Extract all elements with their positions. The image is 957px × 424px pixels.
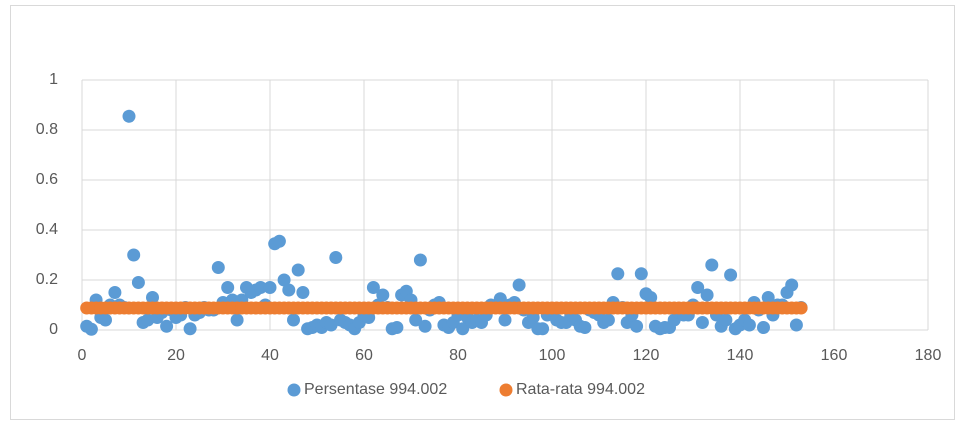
point bbox=[695, 316, 709, 329]
point bbox=[724, 268, 738, 282]
point bbox=[211, 261, 225, 274]
point bbox=[644, 291, 658, 304]
point bbox=[719, 313, 733, 327]
point bbox=[376, 288, 390, 302]
point bbox=[418, 319, 432, 333]
point bbox=[254, 281, 268, 294]
point bbox=[757, 321, 770, 334]
point bbox=[296, 286, 310, 299]
point bbox=[390, 321, 404, 334]
point bbox=[785, 278, 799, 292]
x-tick-label: 0 bbox=[78, 347, 87, 364]
point bbox=[108, 286, 122, 299]
point bbox=[291, 263, 305, 277]
x-tick-label: 120 bbox=[633, 347, 660, 364]
point bbox=[578, 321, 592, 334]
x-tick-label: 180 bbox=[915, 347, 942, 364]
point bbox=[230, 313, 244, 327]
point bbox=[498, 313, 512, 327]
point bbox=[794, 301, 808, 315]
point bbox=[456, 322, 470, 336]
point bbox=[742, 318, 756, 332]
point bbox=[512, 278, 526, 292]
point bbox=[700, 288, 714, 302]
point bbox=[536, 322, 550, 336]
point bbox=[409, 313, 423, 327]
y-tick-label: 0.8 bbox=[36, 121, 58, 138]
legend-label: Persentase 994.002 bbox=[304, 381, 447, 398]
point bbox=[127, 248, 141, 262]
legend-marker bbox=[287, 383, 301, 397]
point bbox=[705, 258, 719, 272]
point bbox=[221, 281, 235, 294]
point bbox=[601, 313, 615, 327]
point bbox=[691, 281, 705, 294]
point bbox=[287, 313, 300, 327]
point bbox=[282, 283, 296, 297]
x-tick-label: 80 bbox=[449, 347, 467, 364]
y-tick-label: 0.2 bbox=[36, 271, 58, 288]
legend-label: Rata-rata 994.002 bbox=[516, 381, 645, 398]
y-tick-label: 0.4 bbox=[36, 221, 58, 238]
point bbox=[634, 267, 648, 281]
point bbox=[263, 281, 277, 294]
point bbox=[183, 322, 197, 336]
point bbox=[761, 291, 775, 304]
x-tick-label: 100 bbox=[539, 347, 566, 364]
y-tick-label: 1 bbox=[49, 71, 58, 88]
point bbox=[84, 322, 98, 336]
y-tick-label: 0.6 bbox=[36, 171, 58, 188]
point bbox=[329, 251, 343, 264]
point bbox=[272, 234, 286, 248]
x-tick-label: 140 bbox=[727, 347, 754, 364]
x-tick-label: 40 bbox=[261, 347, 279, 364]
x-tick-label: 60 bbox=[355, 347, 373, 364]
legend-marker bbox=[499, 383, 513, 397]
point bbox=[277, 273, 291, 287]
point bbox=[611, 267, 625, 281]
point bbox=[146, 291, 159, 304]
chart-frame bbox=[10, 5, 955, 420]
point bbox=[413, 253, 427, 267]
point bbox=[366, 281, 380, 294]
point bbox=[131, 276, 145, 289]
point bbox=[630, 319, 644, 333]
point bbox=[160, 319, 174, 333]
x-tick-label: 20 bbox=[167, 347, 185, 364]
y-tick-label: 0 bbox=[49, 321, 58, 338]
point bbox=[122, 109, 136, 123]
point bbox=[789, 318, 803, 332]
x-tick-label: 160 bbox=[821, 347, 848, 364]
point bbox=[99, 313, 112, 327]
